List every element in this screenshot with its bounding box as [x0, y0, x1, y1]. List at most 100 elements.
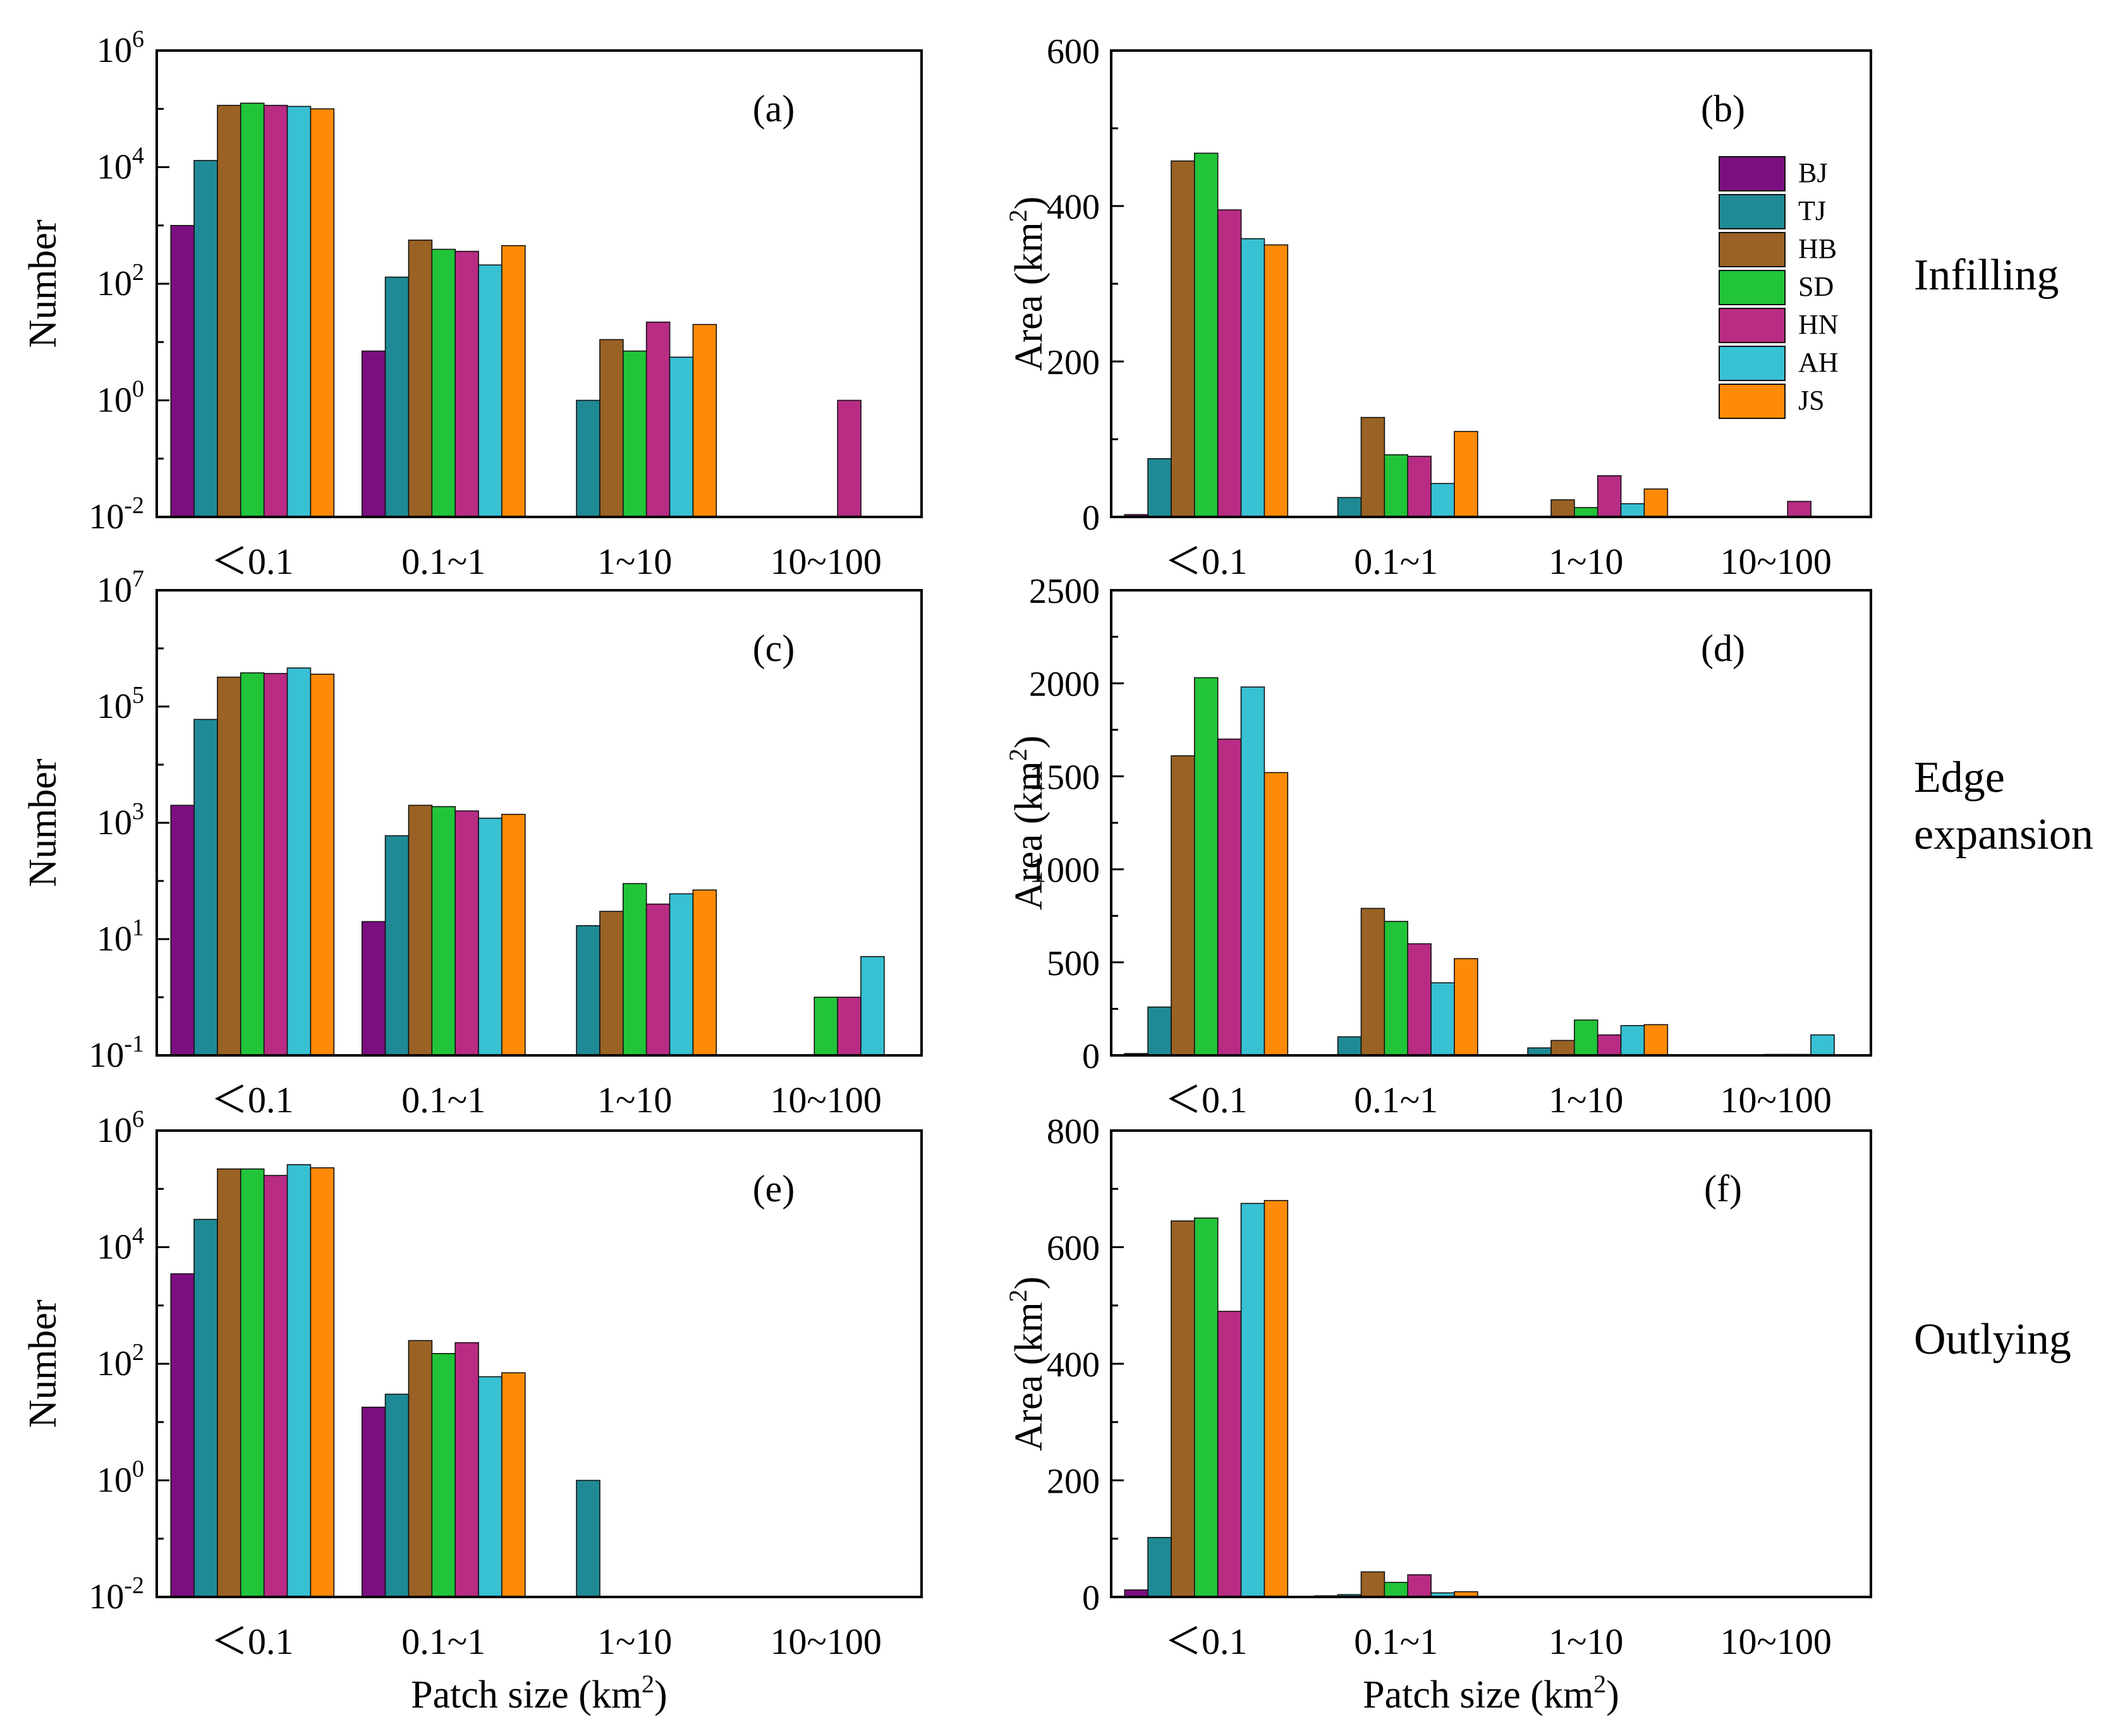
- bar-AH-3: [860, 956, 885, 1056]
- y-tick-label: 10-2: [88, 492, 144, 537]
- x-tick-label: 10~100: [1720, 541, 1832, 582]
- y-tick-label: 104: [97, 1223, 144, 1267]
- y-tick-label: 0: [1082, 499, 1100, 538]
- bar-TJ-0: [1147, 1006, 1172, 1056]
- bar-HN-2: [645, 321, 671, 518]
- bar-SD-3: [813, 997, 839, 1056]
- bar-AH-2: [669, 356, 694, 518]
- bar-SD-2: [1574, 1019, 1598, 1056]
- x-tick-label: ＜0.1: [1165, 541, 1248, 582]
- bar-TJ-1: [1337, 497, 1362, 518]
- bar-AH-0: [286, 106, 312, 518]
- bar-HB-0: [1171, 1220, 1195, 1598]
- bar-TJ-1: [384, 1393, 410, 1598]
- y-tick-label: 800: [1047, 1112, 1100, 1151]
- bar-HN-3: [1787, 501, 1812, 518]
- bar-HB-0: [1171, 755, 1195, 1056]
- y-axis-title: Number: [21, 758, 64, 887]
- bar-HB-1: [408, 804, 433, 1056]
- x-axis-title: Patch size (km2): [1363, 1670, 1619, 1716]
- bar-AH-0: [286, 667, 312, 1056]
- y-tick-label: 105: [97, 682, 144, 726]
- bar-BJ-1: [361, 1406, 386, 1598]
- y-tick-label: 200: [1047, 343, 1100, 382]
- bar-TJ-1: [384, 835, 410, 1056]
- panel-label: (a): [753, 88, 795, 130]
- bar-JS-0: [310, 1167, 335, 1598]
- x-tick-label: ＜0.1: [1165, 1621, 1248, 1662]
- bar-TJ-0: [193, 160, 218, 518]
- x-tick-label: 10~100: [1720, 1621, 1832, 1662]
- x-tick-label: 10~100: [770, 1079, 882, 1120]
- bar-JS-1: [501, 245, 526, 518]
- bar-BJ-0: [170, 1273, 195, 1598]
- bar-HB-2: [599, 911, 624, 1056]
- bar-SD-0: [1194, 152, 1219, 518]
- y-tick-label: 500: [1047, 944, 1100, 983]
- y-tick-label: 400: [1047, 1345, 1100, 1385]
- bar-HB-1: [1360, 1571, 1385, 1598]
- bar-AH-2: [1620, 503, 1645, 518]
- x-tick-label: 0.1~1: [401, 1621, 485, 1662]
- y-tick-label: 106: [97, 26, 144, 70]
- bar-AH-2: [1620, 1025, 1645, 1056]
- y-tick-label: 600: [1047, 32, 1100, 71]
- bar-TJ-0: [193, 1218, 218, 1598]
- bar-TJ-0: [1147, 458, 1172, 518]
- bar-BJ-0: [170, 804, 195, 1056]
- panel-label: (b): [1701, 88, 1745, 130]
- legend-label-TJ: TJ: [1798, 195, 1826, 226]
- bar-HB-1: [1360, 907, 1385, 1056]
- bar-TJ-2: [576, 925, 600, 1056]
- x-tick-label: ＜0.1: [211, 541, 294, 582]
- bar-JS-0: [1264, 772, 1289, 1056]
- bar-JS-1: [1454, 430, 1478, 518]
- row-label: Infilling: [1914, 251, 2059, 300]
- bar-SD-0: [240, 672, 265, 1056]
- y-tick-label: 101: [97, 914, 144, 959]
- legend-label-HB: HB: [1798, 233, 1837, 264]
- y-axis-title: Area (km2): [1004, 1277, 1050, 1452]
- bar-HN-3: [837, 997, 862, 1056]
- x-tick-label: 0.1~1: [1354, 1079, 1438, 1120]
- legend-swatch-HB: [1719, 232, 1786, 267]
- bar-BJ-0: [170, 224, 195, 518]
- bar-SD-2: [622, 350, 647, 518]
- legend-label-HN: HN: [1798, 309, 1839, 340]
- bar-HB-1: [408, 1340, 433, 1598]
- bar-SD-1: [431, 1353, 456, 1598]
- y-tick-label: 10-2: [88, 1572, 144, 1617]
- bar-JS-0: [1264, 1199, 1289, 1598]
- y-tick-label: 400: [1047, 188, 1100, 227]
- bar-TJ-1: [384, 276, 410, 518]
- x-tick-label: ＜0.1: [211, 1079, 294, 1120]
- legend-label-JS: JS: [1798, 385, 1825, 416]
- bar-HN-2: [1597, 475, 1622, 518]
- legend-label-AH: AH: [1798, 347, 1839, 378]
- x-tick-label: 1~10: [1549, 1621, 1623, 1662]
- bar-HN-1: [454, 810, 479, 1056]
- bar-HN-1: [454, 250, 479, 518]
- bar-SD-2: [1574, 507, 1598, 518]
- y-tick-label: 2000: [1029, 665, 1100, 704]
- bar-HB-2: [599, 339, 624, 518]
- bar-HB-2: [1550, 1040, 1575, 1056]
- bar-AH-1: [1430, 483, 1455, 518]
- bar-AH-2: [669, 893, 694, 1056]
- bar-HB-0: [217, 1168, 241, 1598]
- bar-JS-0: [310, 674, 335, 1056]
- panel-a: 10-2 100 102 104 106 ＜0.1 0.1~1 1~10 10~100 (a) Nu…: [21, 26, 923, 582]
- bar-HB-2: [1550, 499, 1575, 518]
- y-axis-title: Number: [21, 219, 64, 348]
- bar-HN-1: [1407, 456, 1432, 518]
- y-axis-title: Area (km2): [1004, 736, 1050, 911]
- bar-HN-0: [263, 1175, 288, 1598]
- bar-HB-0: [1171, 160, 1195, 518]
- x-axis-title: Patch size (km2): [411, 1670, 667, 1716]
- legend-swatch-TJ: [1719, 194, 1786, 229]
- bar-AH-3: [1810, 1034, 1835, 1056]
- bar-HB-0: [217, 104, 241, 518]
- bar-TJ-0: [1147, 1537, 1172, 1598]
- y-tick-label: 0: [1082, 1037, 1100, 1076]
